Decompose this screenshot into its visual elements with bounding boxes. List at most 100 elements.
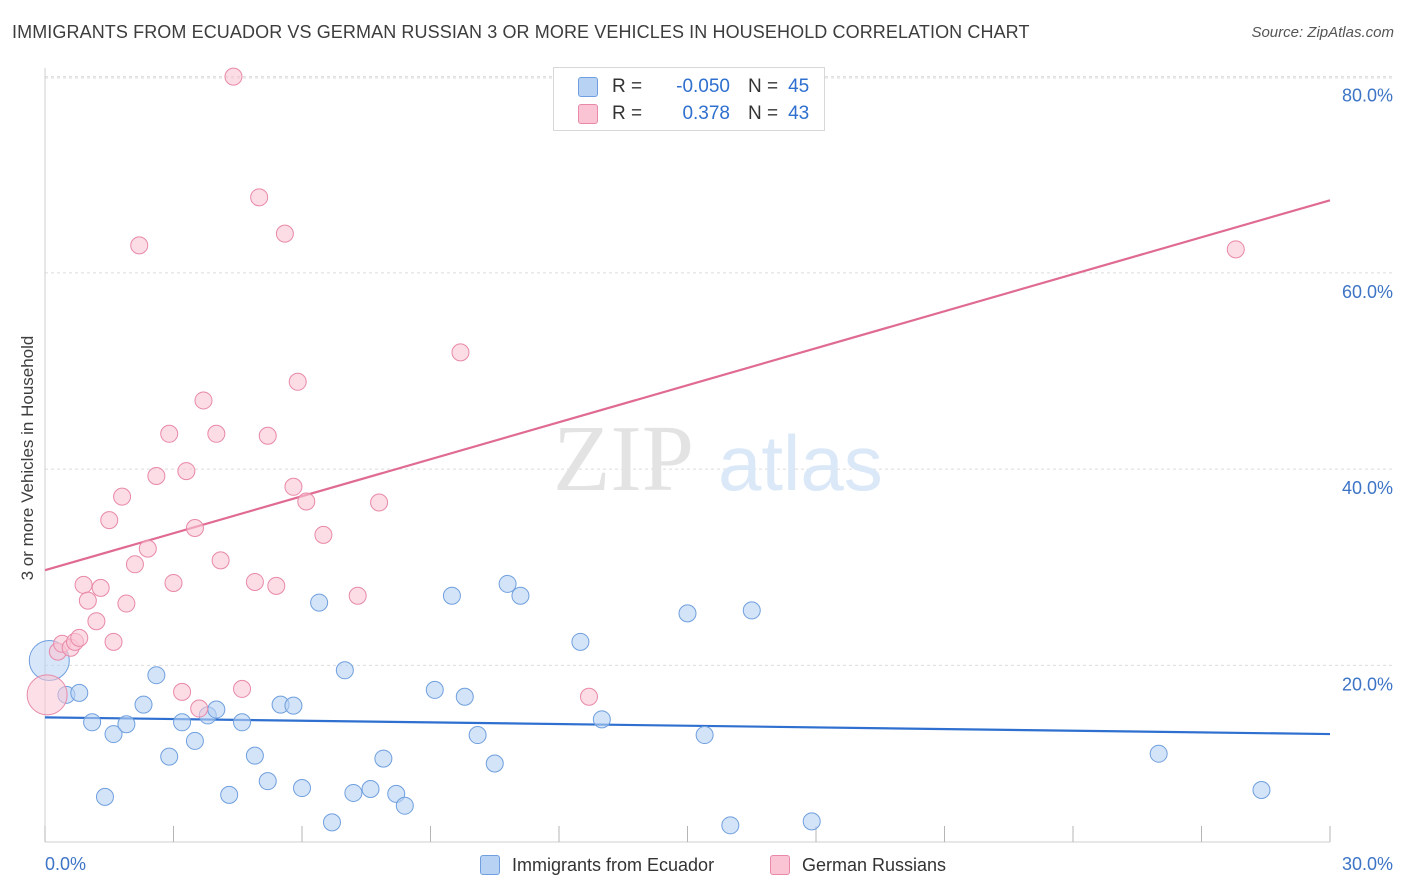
german-russian-point: [104, 632, 123, 651]
ecuador-point: [511, 586, 530, 605]
ecuador-point: [742, 601, 761, 620]
ecuador-point: [258, 772, 277, 791]
ecuador-point: [284, 696, 303, 715]
y-axis-label: 3 or more Vehicles in Household: [18, 335, 37, 581]
ecuador-point: [207, 700, 226, 719]
ecuador-point: [468, 726, 487, 745]
german-russian-point: [284, 477, 303, 496]
german-russian-point: [138, 539, 157, 558]
ecuador-point: [571, 632, 590, 651]
trend-lines: [44, 199, 1331, 736]
german-russian-point: [26, 674, 68, 716]
legend-swatch-blue: [578, 77, 598, 97]
german-russian-point: [245, 572, 264, 591]
german-russian-point: [194, 391, 213, 410]
german-russian-point: [74, 575, 93, 594]
ecuador-point: [220, 785, 239, 804]
ecuador-point: [374, 749, 393, 768]
ecuador-point: [395, 796, 414, 815]
german-russian-point: [250, 188, 269, 207]
legend-r-label: R =: [612, 76, 643, 97]
ecuador-point: [592, 710, 611, 729]
x-tick-label: 30.0%: [1342, 854, 1393, 874]
bottom-legend-ecuador: Immigrants from Ecuador: [480, 852, 714, 878]
legend-row-ecuador: R = -0.050 N = 45: [578, 75, 809, 99]
legend-r-value: -0.050: [676, 76, 730, 97]
german-russian-point: [190, 699, 209, 718]
y-tick-label: 80.0%: [1342, 86, 1393, 106]
german-russian-point: [370, 493, 389, 512]
legend-n-label: N =: [748, 103, 779, 124]
german-russian-point: [258, 426, 277, 445]
gridlines: [45, 76, 1393, 666]
ecuador-point: [104, 725, 123, 744]
legend-r-label: R =: [612, 103, 643, 124]
correlation-legend: R = -0.050 N = 45 R = 0.378 N = 43: [553, 67, 825, 131]
ecuador-point: [721, 816, 740, 835]
german-russian-point: [224, 67, 243, 86]
ecuador-point: [802, 812, 821, 831]
german-russian-point: [70, 628, 89, 647]
ecuador-point: [83, 713, 102, 732]
german-russian-point: [125, 555, 144, 574]
ecuador-point: [442, 586, 461, 605]
german-russian-point: [164, 573, 183, 592]
bottom-legend-label: Immigrants from Ecuador: [512, 854, 715, 875]
x-tick-label: 0.0%: [45, 854, 86, 874]
ecuador-trend-line: [44, 716, 1331, 736]
ecuador-point: [293, 779, 311, 798]
german-russian-point: [100, 511, 119, 530]
watermark-zip: ZIP: [553, 407, 694, 511]
ecuador-point: [134, 695, 153, 714]
ecuador-point: [147, 666, 166, 685]
ecuador-point: [70, 683, 89, 702]
german-russian-point: [1226, 240, 1245, 259]
ecuador-point: [233, 713, 252, 732]
german-russian-point: [579, 687, 598, 706]
legend-r-value: 0.378: [682, 103, 730, 124]
y-tick-label: 60.0%: [1342, 282, 1393, 302]
bottom-legend-label: German Russians: [802, 854, 947, 875]
data-points: [26, 67, 1271, 835]
german-russian-point: [211, 551, 230, 570]
german-russian-point: [275, 224, 294, 243]
ecuador-point: [425, 680, 444, 699]
german-russian-point: [113, 487, 132, 506]
legend-swatch-pink: [578, 104, 598, 124]
german-russian-point: [233, 679, 252, 698]
tick-labels: 20.0% 40.0% 60.0% 80.0% 0.0% 30.0%: [45, 86, 1393, 874]
german-russian-point: [451, 343, 470, 362]
bottom-legend-swatch-blue: [480, 855, 500, 875]
german-russian-point: [185, 519, 204, 537]
german-russian-point: [130, 236, 149, 255]
y-tick-label: 20.0%: [1342, 674, 1393, 694]
german-russian-point: [87, 612, 106, 631]
german-russian-point: [348, 586, 367, 605]
ecuador-point: [160, 747, 179, 766]
bottom-legend-german: German Russians: [770, 852, 946, 878]
legend-row-german: R = 0.378 N = 43: [578, 102, 809, 126]
german-russian-trend-line: [44, 199, 1331, 572]
ecuador-point: [695, 726, 714, 745]
german-russian-point: [117, 594, 136, 613]
ecuador-point: [455, 687, 474, 706]
ecuador-point: [185, 731, 204, 750]
german-russian-point: [78, 591, 97, 610]
ecuador-point: [678, 604, 697, 623]
ecuador-point: [173, 713, 192, 732]
german-russian-point: [267, 576, 286, 595]
german-russian-point: [91, 578, 110, 597]
german-russian-point: [177, 462, 196, 481]
ecuador-point: [361, 780, 380, 799]
ecuador-point: [498, 574, 517, 593]
ecuador-point: [117, 715, 136, 734]
y-tick-label: 40.0%: [1342, 478, 1393, 498]
ecuador-point: [344, 783, 363, 802]
ecuador-point: [310, 593, 329, 612]
german-russian-point: [147, 466, 166, 485]
watermark: ZIP atlas: [553, 407, 883, 511]
german-russian-point: [160, 424, 179, 443]
ecuador-point: [322, 813, 341, 832]
chart-title: IMMIGRANTS FROM ECUADOR VS GERMAN RUSSIA…: [12, 22, 1030, 42]
